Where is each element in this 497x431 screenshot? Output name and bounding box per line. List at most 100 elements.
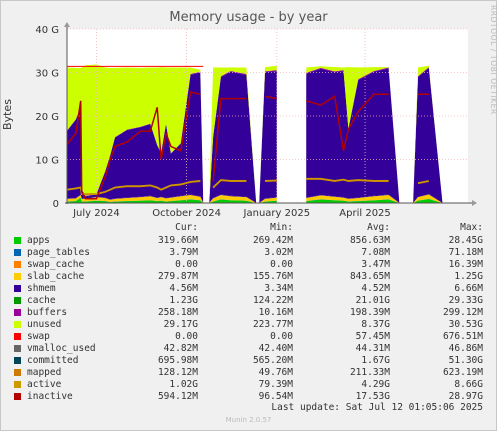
legend-row-inactive: inactive 594.12M 96.54M 17.53G 28.97G bbox=[0, 391, 497, 403]
legend-swatch bbox=[14, 381, 21, 388]
legend-label: swap bbox=[27, 331, 50, 342]
legend-value-cur: 29.17G bbox=[163, 319, 198, 330]
area-unused bbox=[67, 64, 466, 203]
legend-label: buffers bbox=[27, 307, 68, 318]
legend-row-swap-cache: swap_cache 0.00 0.00 3.47M 16.39M bbox=[0, 259, 497, 271]
x-tick-label: April 2025 bbox=[339, 208, 390, 219]
legend-swatch bbox=[14, 273, 21, 280]
legend-value-max: 29.33G bbox=[448, 295, 483, 306]
legend-swatch bbox=[14, 357, 21, 364]
data-gap-5 bbox=[442, 29, 447, 203]
legend-label: shmem bbox=[27, 283, 56, 294]
legend-value-cur: 258.18M bbox=[157, 307, 198, 318]
legend-label: slab_cache bbox=[27, 271, 85, 282]
legend-row-buffers: buffers 258.18M 10.16M 198.39M 299.12M bbox=[0, 307, 497, 319]
legend-value-min: 155.76M bbox=[252, 271, 293, 282]
legend-label: page_tables bbox=[27, 247, 90, 258]
legend-column-header: Max: bbox=[460, 222, 483, 233]
legend-value-max: 46.86M bbox=[448, 343, 483, 354]
legend-value-avg: 856.63M bbox=[349, 235, 390, 246]
legend-label: mapped bbox=[27, 367, 62, 378]
legend-row-committed: committed 695.98M 565.20M 1.67G 51.30G bbox=[0, 355, 497, 367]
legend-value-min: 0.00 bbox=[270, 331, 293, 342]
data-gap-0 bbox=[203, 29, 210, 203]
legend-value-max: 30.53G bbox=[448, 319, 483, 330]
legend-value-max: 6.66M bbox=[454, 283, 483, 294]
legend-swatch bbox=[14, 297, 21, 304]
legend-row-page-tables: page_tables 3.79M 3.02M 7.08M 71.18M bbox=[0, 247, 497, 259]
legend-label: inactive bbox=[27, 391, 73, 402]
rrdtool-credit: RRDTOOL / TOBI OETIKER bbox=[489, 5, 497, 115]
legend-row-vmalloc-used: vmalloc_used 42.82M 42.40M 44.31M 46.86M bbox=[0, 343, 497, 355]
legend-label: swap_cache bbox=[27, 259, 85, 270]
legend-value-min: 269.42M bbox=[252, 235, 293, 246]
legend-swatch bbox=[14, 369, 21, 376]
legend-value-cur: 1.23G bbox=[169, 295, 198, 306]
line-inactive bbox=[66, 91, 429, 200]
x-axis-arrow bbox=[472, 200, 477, 206]
line-active bbox=[66, 177, 429, 195]
legend-value-cur: 319.66M bbox=[157, 235, 198, 246]
legend-value-cur: 42.82M bbox=[163, 343, 198, 354]
legend-value-cur: 128.12M bbox=[157, 367, 198, 378]
legend-column-header: Cur: bbox=[175, 222, 198, 233]
legend-swatch bbox=[14, 249, 21, 256]
y-tick-label: 30 G bbox=[35, 69, 59, 80]
area-page_tables bbox=[67, 197, 466, 203]
legend-value-avg: 4.52M bbox=[361, 283, 390, 294]
y-axis-arrow bbox=[64, 22, 70, 27]
legend-row-slab-cache: slab_cache 279.87M 155.76M 843.65M 1.25G bbox=[0, 271, 497, 283]
data-gap-1 bbox=[256, 29, 260, 203]
legend-column-header: Avg: bbox=[367, 222, 390, 233]
legend-value-min: 79.39M bbox=[258, 379, 293, 390]
legend-column-header: Min: bbox=[270, 222, 293, 233]
legend-swatch bbox=[14, 237, 21, 244]
legend-value-cur: 695.98M bbox=[157, 355, 198, 366]
munin-version: Munin 2.0.57 bbox=[225, 416, 272, 424]
legend-value-cur: 1.02G bbox=[169, 379, 198, 390]
legend-value-min: 3.02M bbox=[264, 247, 293, 258]
y-tick-label: 0 bbox=[53, 199, 59, 210]
x-tick-label: January 2025 bbox=[243, 208, 311, 219]
legend-swatch bbox=[14, 285, 21, 292]
legend-value-max: 8.66G bbox=[454, 379, 483, 390]
legend-value-cur: 3.79M bbox=[169, 247, 198, 258]
y-tick-label: 40 G bbox=[35, 25, 59, 36]
legend-label: active bbox=[27, 379, 62, 390]
legend-value-max: 71.18M bbox=[448, 247, 483, 258]
legend-value-avg: 57.45M bbox=[355, 331, 390, 342]
legend-value-min: 3.34M bbox=[264, 283, 293, 294]
legend-value-avg: 7.08M bbox=[361, 247, 390, 258]
legend-value-min: 42.40M bbox=[258, 343, 293, 354]
legend-swatch bbox=[14, 393, 21, 400]
legend-value-avg: 843.65M bbox=[349, 271, 390, 282]
legend-header: Cur: Min: Avg: Max: bbox=[0, 222, 497, 234]
legend-value-max: 28.45G bbox=[448, 235, 483, 246]
legend-label: unused bbox=[27, 319, 62, 330]
data-gap-3 bbox=[299, 29, 307, 203]
legend-value-min: 223.77M bbox=[252, 319, 293, 330]
legend-swatch bbox=[14, 321, 21, 328]
legend-label: vmalloc_used bbox=[27, 343, 96, 354]
legend-value-min: 10.16M bbox=[258, 307, 293, 318]
area-cache bbox=[67, 67, 466, 204]
legend-value-avg: 4.29G bbox=[361, 379, 390, 390]
legend-value-avg: 211.33M bbox=[349, 367, 390, 378]
legend-row-unused: unused 29.17G 223.77M 8.37G 30.53G bbox=[0, 319, 497, 331]
legend-value-avg: 3.47M bbox=[361, 259, 390, 270]
chart-title: Memory usage - by year bbox=[169, 10, 328, 25]
legend-value-max: 28.97G bbox=[448, 391, 483, 402]
area-shmem bbox=[67, 194, 466, 203]
legend-value-max: 623.19M bbox=[442, 367, 483, 378]
area-slab_cache bbox=[67, 194, 466, 203]
legend-value-min: 0.00 bbox=[270, 259, 293, 270]
y-tick-label: 10 G bbox=[35, 156, 59, 167]
legend-value-max: 676.51M bbox=[442, 331, 483, 342]
legend-row-swap: swap 0.00 0.00 57.45M 676.51M bbox=[0, 331, 497, 343]
legend-label: committed bbox=[27, 355, 79, 366]
x-tick-label: October 2024 bbox=[152, 208, 221, 219]
legend-value-max: 299.12M bbox=[442, 307, 483, 318]
legend-value-avg: 44.31M bbox=[355, 343, 390, 354]
